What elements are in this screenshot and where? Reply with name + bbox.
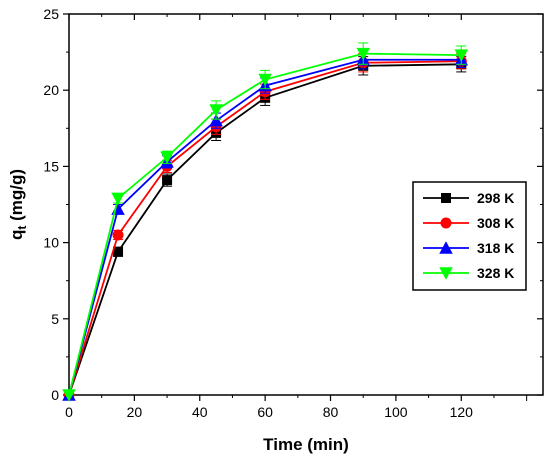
data-point [160, 151, 174, 165]
y-tick-label: 20 [43, 82, 59, 98]
data-point [209, 113, 223, 127]
legend-label: 308 K [477, 215, 514, 231]
data-point [454, 49, 469, 62]
legend-box [412, 181, 527, 291]
series-298-k [64, 56, 467, 400]
legend-label: 328 K [477, 265, 514, 281]
x-tick-label: 40 [192, 404, 208, 420]
y-axis-title-main: q [7, 230, 26, 240]
series-328-k [62, 42, 469, 402]
legend-marker [439, 267, 453, 280]
data-point [112, 229, 124, 241]
y-tick-label: 10 [43, 235, 59, 251]
series-line [68, 63, 462, 396]
y-tick-label: 25 [43, 6, 59, 22]
y-tick-label: 15 [43, 158, 59, 174]
x-tick-label: 100 [384, 404, 408, 420]
legend-marker [440, 217, 452, 229]
data-point [111, 192, 125, 206]
y-axis-title-subscript: t [15, 226, 29, 230]
x-tick-label: 60 [257, 404, 273, 420]
y-tick-label: 5 [51, 311, 59, 327]
x-axis-title: Time (min) [263, 435, 349, 454]
data-point [162, 175, 173, 186]
legend-entry: 308 K [423, 215, 514, 231]
legend-label: 318 K [477, 240, 514, 256]
x-tick-label: 120 [450, 404, 474, 420]
data-point [258, 73, 272, 87]
series-line [68, 58, 462, 396]
axes: 0 20 40 60 80 100 120 0 5 10 15 20 25 [43, 6, 544, 420]
legend-entry: 298 K [423, 190, 514, 206]
series-layer [62, 42, 469, 402]
legend-entry: 318 K [423, 240, 514, 256]
data-point [113, 246, 124, 257]
x-tick-label: 20 [127, 404, 143, 420]
y-axis-title: qt (mg/g) [7, 169, 29, 240]
x-tick-label: 80 [323, 404, 339, 420]
legend-marker [439, 241, 453, 254]
series-line [68, 60, 462, 396]
legend-entry: 328 K [423, 265, 514, 281]
data-point [356, 47, 370, 61]
x-tick-label: 0 [65, 404, 73, 420]
data-point [62, 389, 76, 402]
legend-marker [441, 193, 451, 203]
data-point [209, 104, 223, 117]
y-axis-title-tail: (mg/g) [7, 169, 26, 226]
legend: 298 K 308 K 318 K 328 K [412, 181, 527, 291]
legend-label: 298 K [477, 190, 514, 206]
y-tick-label: 0 [51, 387, 59, 403]
